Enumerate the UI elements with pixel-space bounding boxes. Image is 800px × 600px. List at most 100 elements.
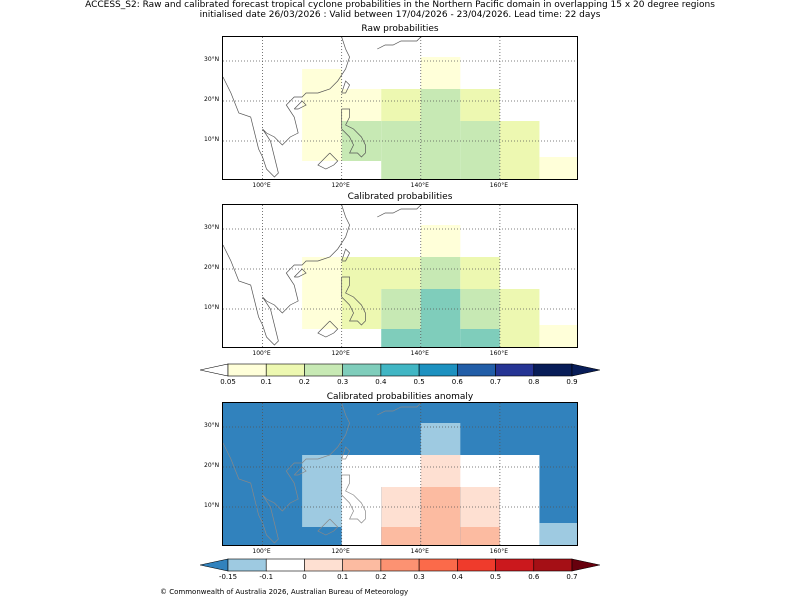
colorbar-segment [265,558,305,572]
probability-cell [539,157,577,179]
probability-cell [420,487,461,545]
probability-cell [420,455,461,487]
coastline [341,474,366,524]
probability-cell [460,527,500,545]
coastline [317,152,339,170]
longitude-label: 140°E [410,548,429,555]
colorbar-tick-label: 0.2 [298,378,310,386]
probability-cell [341,257,421,289]
probability-cell [302,455,342,527]
coastline [317,320,339,338]
colorbar-tick-label: -0.1 [259,573,274,581]
coastline [377,403,422,416]
colorbar-tick-label: 0.4 [375,378,387,386]
colorbar-tick-label: 0.7 [566,573,578,581]
probability-cell [381,89,421,121]
probability-cell [499,121,540,179]
colorbar-tick-label: 0.7 [489,378,502,386]
longitude-label: 100°E [252,182,271,189]
probability-cell [341,487,382,545]
colorbar-under-arrow [200,363,229,377]
coastline [341,80,351,94]
colorbar-segment [304,363,343,377]
latitude-label: 30°N [204,422,220,429]
colorbar-tick-label: -0.15 [218,573,238,581]
longitude-label: 120°E [331,548,350,555]
colorbar-tick-label: 0.8 [528,378,540,386]
probability-cell [460,121,500,179]
anomaly-colorbar [200,558,600,572]
colorbar-segment [457,558,496,572]
copyright-notice: © Commonwealth of Australia 2026, Austra… [160,588,409,596]
latitude-label: 10°N [204,136,220,143]
longitude-label: 120°E [331,350,350,357]
probability-cell [460,257,500,289]
coastline [293,466,307,476]
raw-probabilities-map [222,36,578,180]
colorbar-segment [495,363,535,377]
figure-title-line2: initialised date 26/03/2026 : Valid betw… [199,10,601,20]
probability-cell [381,329,421,347]
colorbar-segment [265,363,305,377]
calibrated-probabilities-map [222,204,578,348]
colorbar-segment [227,558,267,572]
probability-cell [499,289,540,347]
latitude-label: 10°N [204,502,220,509]
colorbar-segment [418,558,458,572]
probability-cell [499,487,540,545]
colorbar-tick-label: 0.6 [451,378,463,386]
coastline [377,205,422,218]
longitude-label: 160°E [489,350,508,357]
probability-colorbar [200,363,600,377]
coastline [341,276,366,326]
colorbar-segment [380,558,420,572]
colorbar-tick-label: 0.5 [489,573,502,581]
probability-cell [460,89,500,121]
colorbar-tick-label: 0.2 [375,573,387,581]
colorbar-tick-label: 0.3 [337,378,349,386]
longitude-label: 100°E [252,350,271,357]
coastline [317,518,339,536]
probability-cell [420,225,461,257]
latitude-label: 30°N [204,56,220,63]
colorbar-segment [227,363,267,377]
probability-cell [420,289,461,347]
coastline [293,268,307,278]
anomaly-panel-title: Calibrated probabilities anomaly [326,392,474,402]
probability-cell [460,329,500,347]
probability-cell [381,527,421,545]
colorbar-tick-label: 0.5 [413,378,425,386]
coastline [377,37,422,50]
colorbar-tick-label: 0 [302,573,307,581]
colorbar-tick-label: 0.9 [566,378,578,386]
latitude-label: 20°N [204,462,220,469]
probability-cell [420,89,461,179]
calibrated-panel-title: Calibrated probabilities [347,192,453,202]
probability-cell [341,89,382,121]
colorbar-segment [495,558,535,572]
colorbar-tick-label: 0.3 [413,573,425,581]
colorbar-tick-label: 0.1 [260,378,272,386]
coastline [341,248,351,262]
colorbar-segment [533,558,573,572]
longitude-label: 100°E [252,548,271,555]
colorbar-over-arrow [571,558,600,572]
colorbar-under-arrow [200,558,229,572]
colorbar-segment [533,363,573,377]
coastline [223,403,350,544]
latitude-label: 20°N [204,264,220,271]
probability-cell [302,257,342,329]
colorbar-tick-label: 0.6 [528,573,540,581]
colorbar-tick-label: 0.05 [220,378,236,386]
latitude-label: 30°N [204,224,220,231]
raw-panel-title: Raw probabilities [361,24,439,34]
coastline [341,108,366,158]
probability-cell [539,523,577,545]
anomaly-map [222,402,578,546]
colorbar-tick-label: 0.4 [451,573,463,581]
probability-cell [420,423,461,455]
colorbar-segment [304,558,343,572]
colorbar-segment [342,363,382,377]
colorbar-segment [457,363,496,377]
probability-cell [420,257,461,289]
